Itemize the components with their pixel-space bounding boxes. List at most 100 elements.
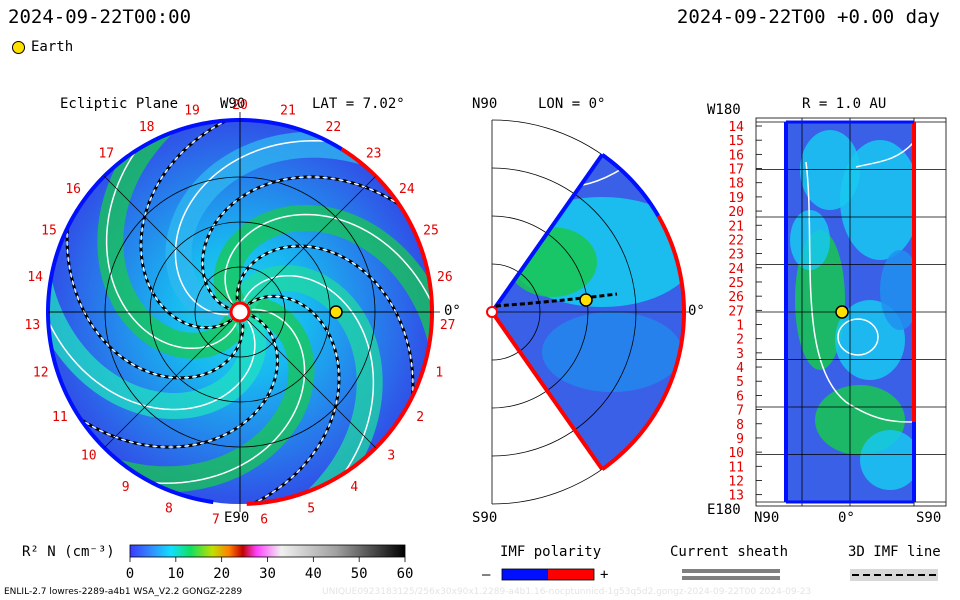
imf-polarity-negative-swatch: [502, 569, 548, 580]
earth-marker: [579, 293, 593, 307]
carrington-label: 16: [65, 182, 81, 197]
meridional-polarity-arc: [600, 153, 661, 218]
imf-line-highlight: [201, 176, 400, 310]
carrington-label: 14: [27, 270, 43, 285]
radial-xtick: N90: [754, 510, 780, 526]
radial-y-label: 23: [728, 248, 744, 263]
carrington-label: 18: [139, 120, 155, 135]
carrington-label: 8: [165, 501, 173, 516]
carrington-label: 5: [307, 501, 315, 516]
radial-density-region: [860, 430, 914, 490]
carrington-label: 3: [387, 449, 395, 464]
carrington-label: 1: [435, 366, 443, 381]
imf-line: [201, 175, 400, 310]
radial-y-label: 9: [736, 432, 744, 447]
radial-y-label: 27: [728, 304, 744, 319]
radial-density-region: [840, 140, 914, 260]
radial-y-label: 18: [728, 177, 744, 192]
carrington-label: 19: [184, 104, 200, 119]
ecliptic-stream-band: [213, 204, 432, 342]
footer-left: ENLIL-2.7 lowres-2289-a4b1 WSA_V2.2 GONG…: [4, 587, 243, 597]
colorbar-tick-label: 40: [305, 566, 322, 582]
radial-xtick: S90: [916, 510, 942, 526]
ecliptic-title: Ecliptic Plane: [60, 96, 179, 112]
ecliptic-stream-band: [232, 265, 383, 504]
ecliptic-grid-spoke: [239, 175, 377, 313]
colorbar-gradient: [129, 544, 406, 558]
imf-line: [235, 244, 415, 397]
current-sheath-line: [805, 161, 914, 423]
current-sheath-line: [224, 213, 432, 304]
radial-y-label: 8: [736, 418, 744, 433]
current-sheath-line: [855, 141, 914, 168]
radial-frame: [755, 117, 947, 507]
earth-legend-label: Earth: [31, 39, 74, 55]
meridional-lon-label: LON = 0°: [538, 96, 606, 112]
radial-top-left-label: W180: [707, 102, 741, 118]
carrington-label: 12: [33, 366, 49, 381]
carrington-label: 11: [52, 410, 68, 425]
meridional-polarity-edge: [490, 310, 604, 471]
imf-line: [65, 227, 245, 380]
ecliptic-polarity-arc: [246, 147, 435, 506]
carrington-label: 25: [423, 224, 439, 239]
imf-line-highlight: [80, 314, 279, 448]
carrington-label: 26: [437, 270, 453, 285]
colorbar-tick-label: 0: [126, 566, 134, 582]
ecliptic-stream-band: [113, 297, 315, 493]
radial-y-label: 17: [728, 163, 744, 178]
meridional-polarity-arc: [600, 215, 687, 471]
imf-line: [247, 294, 341, 504]
carrington-label: 22: [326, 120, 342, 135]
carrington-label: 21: [280, 104, 296, 119]
radial-y-label: 6: [736, 389, 744, 404]
imf-line-highlight: [140, 120, 232, 329]
sun-marker: [229, 301, 251, 323]
radial-y-label: 22: [728, 233, 744, 248]
imf-line-highlight: [236, 245, 414, 397]
ecliptic-stream-band: [97, 120, 248, 359]
carrington-label: 27: [440, 318, 456, 333]
imf-line: [139, 120, 233, 330]
radial-y-label: 13: [728, 489, 744, 504]
ecliptic-plane-panel: 20 21222324252627123456789101112131415161…: [25, 98, 456, 528]
meridional-mid-region: [542, 312, 682, 392]
carrington-label: 13: [25, 318, 41, 333]
radial-y-label: 15: [728, 134, 744, 149]
carrington-label: 9: [122, 480, 130, 495]
imf-polarity-title: IMF polarity: [500, 544, 602, 560]
radial-y-label: 2: [736, 333, 744, 348]
ecliptic-right-label: 0°: [444, 303, 461, 319]
imf-line: [495, 292, 618, 308]
ecliptic-structures: [48, 120, 432, 504]
datetime-label: 2024-09-22T00:00: [8, 6, 192, 28]
meridional-bottom-label: S90: [472, 510, 498, 526]
earth-marker: [329, 305, 343, 319]
radial-y-label: 10: [728, 446, 744, 461]
radial-structures: [790, 130, 914, 490]
meridional-top-label: N90: [472, 96, 498, 112]
radial-bottom-left-label: E180: [707, 502, 741, 518]
ecliptic-top-label: W90: [220, 96, 246, 112]
colorbar-tick-label: 50: [351, 566, 368, 582]
radial-y-label: 1: [736, 319, 744, 334]
ecliptic-bottom-label: E90: [224, 510, 250, 526]
ecliptic-grid-spoke: [103, 311, 241, 449]
colorbar-tick-label: 30: [259, 566, 276, 582]
radial-y-label: 12: [728, 474, 744, 489]
current-sheath-line: [105, 150, 237, 350]
radial-y-label: 14: [728, 120, 744, 135]
carrington-label: 24: [399, 182, 415, 197]
ecliptic-grid-spoke: [103, 175, 241, 313]
current-sheath-line: [174, 140, 329, 316]
sun-marker: [486, 306, 498, 318]
meridional-polarity-edge: [490, 153, 604, 314]
imf-line-title: 3D IMF line: [848, 544, 941, 560]
radial-y-label: 19: [728, 191, 744, 206]
radial-y-label: 25: [728, 276, 744, 291]
imf-polarity-positive-swatch: [548, 569, 594, 580]
radial-y-label: 7: [736, 404, 744, 419]
radial-y-label: 21: [728, 219, 744, 234]
radial-y-label: 26: [728, 290, 744, 305]
radial-y-label: 11: [728, 460, 744, 475]
